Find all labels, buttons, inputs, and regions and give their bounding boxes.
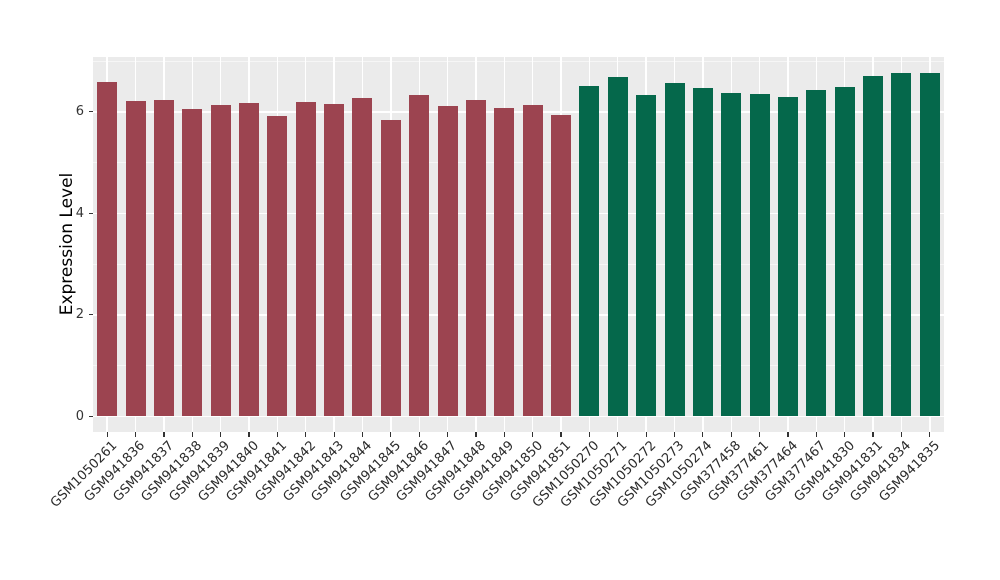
bar-GSM941839 xyxy=(210,104,231,417)
major-gridline-y6 xyxy=(93,111,944,113)
y-tick-mark-4 xyxy=(88,212,93,214)
x-tick-mark-GSM941839 xyxy=(220,432,222,437)
x-tick-mark-GSM941845 xyxy=(390,432,392,437)
bar-GSM941842 xyxy=(295,102,316,417)
x-tick-mark-GSM377467 xyxy=(815,432,817,437)
bar-GSM377464 xyxy=(777,96,798,417)
bar-GSM941831 xyxy=(863,75,884,417)
bar-GSM941836 xyxy=(125,101,146,417)
x-tick-mark-GSM941836 xyxy=(134,432,137,437)
y-axis-title: Expression Level xyxy=(57,172,77,316)
x-tick-mark-GSM1050270 xyxy=(588,432,590,437)
y-tick-label-2: 2 xyxy=(75,307,84,323)
bar-GSM1050273 xyxy=(664,83,685,417)
major-gridline-y0 xyxy=(93,415,944,418)
y-tick-mark-2 xyxy=(88,314,93,316)
bar-GSM941841 xyxy=(267,115,288,417)
bar-GSM941834 xyxy=(891,73,912,417)
x-tick-mark-GSM377461 xyxy=(759,432,761,437)
bar-GSM941835 xyxy=(919,72,940,417)
minor-gridline-y1 xyxy=(93,365,944,367)
bar-GSM1050272 xyxy=(636,95,657,417)
x-tick-mark-GSM1050273 xyxy=(673,432,676,437)
bar-GSM941848 xyxy=(465,99,486,417)
x-tick-mark-GSM941844 xyxy=(361,432,364,437)
x-tick-mark-GSM941843 xyxy=(333,432,335,437)
x-tick-mark-GSM941849 xyxy=(503,432,505,437)
major-gridline-y4 xyxy=(93,212,944,215)
bar-GSM377458 xyxy=(721,92,742,417)
x-tick-mark-GSM941842 xyxy=(305,432,307,437)
bar-GSM941849 xyxy=(494,108,515,417)
x-tick-mark-GSM941850 xyxy=(532,432,534,437)
x-tick-mark-GSM1050272 xyxy=(645,432,647,437)
bar-GSM941843 xyxy=(324,104,345,417)
x-tick-mark-GSM1050271 xyxy=(617,432,619,437)
x-tick-mark-GSM941834 xyxy=(900,432,903,437)
y-tick-mark-6 xyxy=(88,111,93,113)
x-tick-mark-GSM941835 xyxy=(929,432,931,437)
x-tick-mark-GSM941847 xyxy=(446,432,449,437)
major-gridline-y2 xyxy=(93,314,944,316)
bar-GSM941851 xyxy=(551,114,572,417)
bar-GSM941845 xyxy=(380,120,401,417)
bar-GSM941847 xyxy=(437,105,458,417)
x-tick-mark-GSM941851 xyxy=(560,432,562,437)
x-tick-mark-GSM941848 xyxy=(475,432,477,437)
x-tick-mark-GSM941830 xyxy=(844,432,846,437)
bar-GSM941846 xyxy=(409,95,430,417)
bar-GSM1050270 xyxy=(579,85,600,417)
bar-GSM941844 xyxy=(352,97,373,417)
bar-GSM377467 xyxy=(806,90,827,417)
bar-GSM377461 xyxy=(749,93,770,417)
x-tick-mark-GSM377458 xyxy=(730,432,732,437)
x-tick-mark-GSM941846 xyxy=(418,432,420,437)
bar-GSM941830 xyxy=(834,87,855,417)
minor-gridline-y3 xyxy=(93,263,944,265)
bar-GSM1050271 xyxy=(607,76,628,417)
bar-GSM1050261 xyxy=(97,82,118,417)
x-tick-mark-GSM941841 xyxy=(276,432,278,437)
x-tick-mark-GSM1050274 xyxy=(702,432,704,437)
bar-GSM941838 xyxy=(182,108,203,417)
bar-GSM941850 xyxy=(522,104,543,417)
bar-GSM941837 xyxy=(153,99,174,417)
x-tick-mark-GSM941840 xyxy=(248,432,250,437)
x-tick-mark-GSM941838 xyxy=(191,432,193,437)
plot-panel xyxy=(93,57,944,432)
x-tick-mark-GSM941831 xyxy=(872,432,874,437)
minor-gridline-y7 xyxy=(93,60,944,62)
bar-GSM941840 xyxy=(239,102,260,417)
y-tick-label-0: 0 xyxy=(75,408,84,424)
minor-gridline-y5 xyxy=(93,162,944,164)
y-tick-label-4: 4 xyxy=(75,205,84,221)
bar-GSM1050274 xyxy=(692,88,713,417)
x-tick-mark-GSM1050261 xyxy=(106,432,108,437)
y-tick-label-6: 6 xyxy=(75,104,84,120)
x-tick-mark-GSM941837 xyxy=(163,432,165,437)
y-tick-mark-0 xyxy=(88,415,93,417)
x-tick-mark-GSM377464 xyxy=(787,432,789,437)
